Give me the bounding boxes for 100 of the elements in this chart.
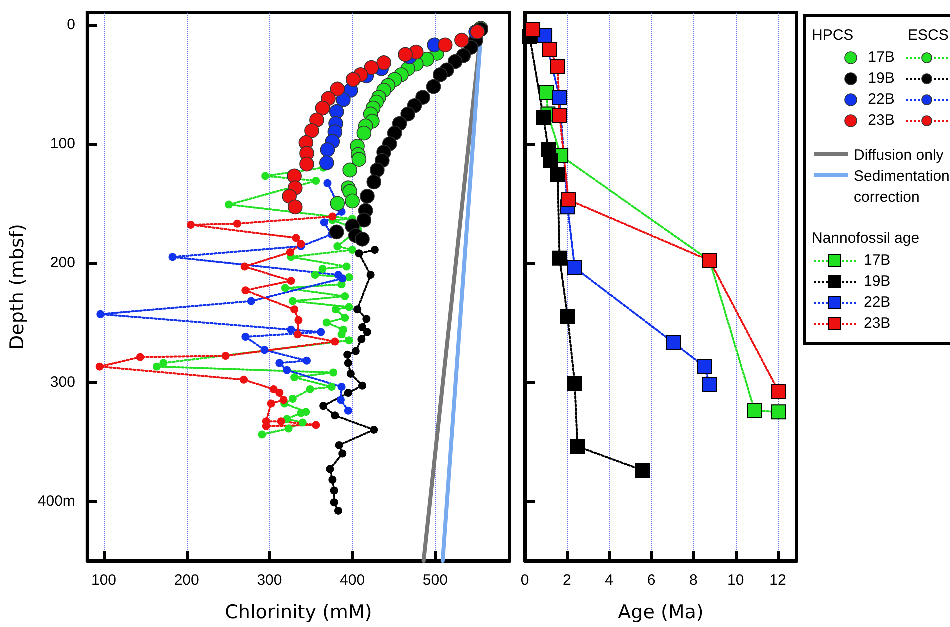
- point: [552, 90, 568, 106]
- point: [550, 59, 566, 74]
- point: [348, 246, 357, 254]
- point: [433, 68, 448, 82]
- point: [771, 404, 786, 420]
- point: [345, 273, 354, 282]
- point: [355, 250, 364, 258]
- point: [438, 38, 453, 53]
- x-tick-label: 100: [91, 572, 117, 589]
- legend-label: 17B: [868, 49, 896, 66]
- point: [344, 389, 352, 398]
- point: [454, 33, 470, 48]
- point: [242, 286, 250, 295]
- point: [363, 328, 372, 336]
- point: [304, 124, 320, 138]
- point: [330, 82, 346, 97]
- point: [240, 376, 248, 384]
- point: [324, 179, 332, 188]
- point: [290, 374, 299, 382]
- point: [288, 297, 297, 306]
- point: [328, 212, 337, 221]
- point: [96, 310, 105, 318]
- point: [298, 418, 307, 427]
- point: [539, 85, 554, 100]
- text: ESCS: [908, 26, 949, 44]
- point: [287, 168, 302, 184]
- point: [536, 110, 552, 126]
- point: [222, 352, 230, 360]
- y-tick-label: 300: [50, 374, 76, 391]
- point: [312, 176, 320, 185]
- point: [370, 246, 379, 254]
- point: [168, 253, 177, 262]
- point: [567, 376, 582, 391]
- point: [258, 430, 266, 439]
- point: [294, 316, 303, 324]
- point: [288, 394, 297, 403]
- point: [635, 462, 650, 478]
- x-tick-label: 300: [257, 572, 282, 589]
- point: [362, 315, 371, 324]
- point: [326, 465, 334, 474]
- y-tick-label: 400m: [38, 492, 76, 510]
- point: [345, 194, 360, 209]
- point: [329, 104, 344, 120]
- point: [666, 335, 682, 350]
- point: [334, 242, 342, 250]
- point: [187, 221, 195, 230]
- point: [282, 189, 297, 204]
- point: [283, 366, 292, 374]
- point: [318, 265, 327, 274]
- point: [294, 330, 302, 339]
- point: [331, 412, 340, 420]
- point: [276, 389, 284, 398]
- legend-label: 22B: [868, 91, 896, 108]
- point: [364, 60, 380, 76]
- point: [366, 174, 382, 190]
- point: [771, 384, 786, 400]
- point: [345, 336, 354, 345]
- point: [400, 106, 416, 122]
- point: [341, 292, 350, 301]
- x-tick-label: 4: [605, 572, 614, 589]
- point: [297, 240, 306, 248]
- point: [560, 309, 576, 324]
- point: [310, 112, 324, 128]
- point: [136, 353, 144, 362]
- point: [344, 406, 352, 415]
- x-tick-label: 500: [422, 572, 448, 589]
- point: [416, 90, 430, 105]
- legend-label: 23B: [868, 112, 896, 129]
- point: [356, 126, 372, 141]
- point: [358, 335, 366, 344]
- point: [280, 396, 288, 404]
- point: [284, 424, 293, 433]
- point: [267, 400, 276, 408]
- legend-label: 23B: [864, 315, 891, 332]
- point: [346, 370, 355, 378]
- point: [336, 396, 345, 404]
- point: [526, 22, 541, 38]
- point: [747, 403, 762, 418]
- y-tick-label: 0: [67, 16, 76, 34]
- point: [358, 324, 367, 332]
- point: [300, 156, 314, 172]
- point: [242, 333, 250, 342]
- point: [356, 212, 372, 228]
- point: [376, 56, 392, 70]
- point: [277, 418, 286, 426]
- point: [355, 232, 370, 247]
- point: [342, 162, 358, 178]
- point: [311, 271, 320, 280]
- point: [240, 262, 249, 271]
- point: [247, 297, 256, 306]
- point: [354, 306, 362, 314]
- x-tick-label: 0: [520, 572, 530, 589]
- x-tick-label: 8: [690, 572, 698, 589]
- point: [338, 274, 347, 283]
- point: [543, 153, 558, 168]
- point: [697, 359, 712, 374]
- point: [334, 506, 342, 515]
- x-tick-label: 2: [563, 572, 572, 589]
- point: [320, 142, 336, 158]
- point: [328, 476, 337, 484]
